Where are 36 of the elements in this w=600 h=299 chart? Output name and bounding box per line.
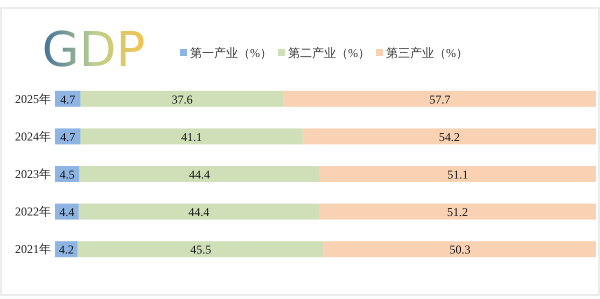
bar bbox=[55, 90, 80, 107]
data-label: 45.5 bbox=[190, 242, 212, 257]
data-label: 4.7 bbox=[60, 92, 76, 106]
data-label: 41.1 bbox=[181, 130, 202, 144]
bar bbox=[55, 128, 80, 144]
bar bbox=[284, 90, 596, 107]
data-label: 51.2 bbox=[447, 205, 468, 220]
bar bbox=[80, 128, 303, 144]
data-label: 50.3 bbox=[449, 242, 470, 257]
data-label: 54.2 bbox=[438, 130, 460, 144]
bar bbox=[79, 166, 320, 182]
bar bbox=[302, 128, 596, 144]
bar bbox=[319, 204, 596, 220]
y-tick-label: 2021年 bbox=[15, 242, 51, 256]
y-tick-label: 2022年 bbox=[15, 204, 51, 219]
y-tick-label: 2024年 bbox=[15, 129, 51, 144]
legend-label: 第三产业（%） bbox=[386, 46, 468, 60]
data-label: 44.4 bbox=[188, 168, 210, 182]
data-label: 4.7 bbox=[60, 130, 76, 144]
bar bbox=[320, 166, 596, 182]
bar bbox=[324, 241, 596, 258]
y-tick-label: 2025年 bbox=[15, 92, 51, 106]
data-label: 57.7 bbox=[429, 92, 450, 106]
chart-title: GDP bbox=[42, 22, 146, 78]
data-label: 4.2 bbox=[58, 242, 74, 257]
data-label: 44.4 bbox=[188, 205, 210, 220]
legend-label: 第二产业（%） bbox=[288, 46, 370, 60]
y-tick-label: 2023年 bbox=[15, 167, 51, 181]
bar bbox=[80, 90, 284, 107]
bar bbox=[78, 204, 320, 220]
data-label: 51.1 bbox=[447, 168, 468, 182]
data-label: 37.6 bbox=[172, 92, 193, 106]
data-label: 4.4 bbox=[59, 205, 74, 220]
bar bbox=[78, 241, 324, 258]
legend-label: 第一产业（%） bbox=[190, 46, 272, 60]
data-label: 4.5 bbox=[60, 168, 75, 182]
